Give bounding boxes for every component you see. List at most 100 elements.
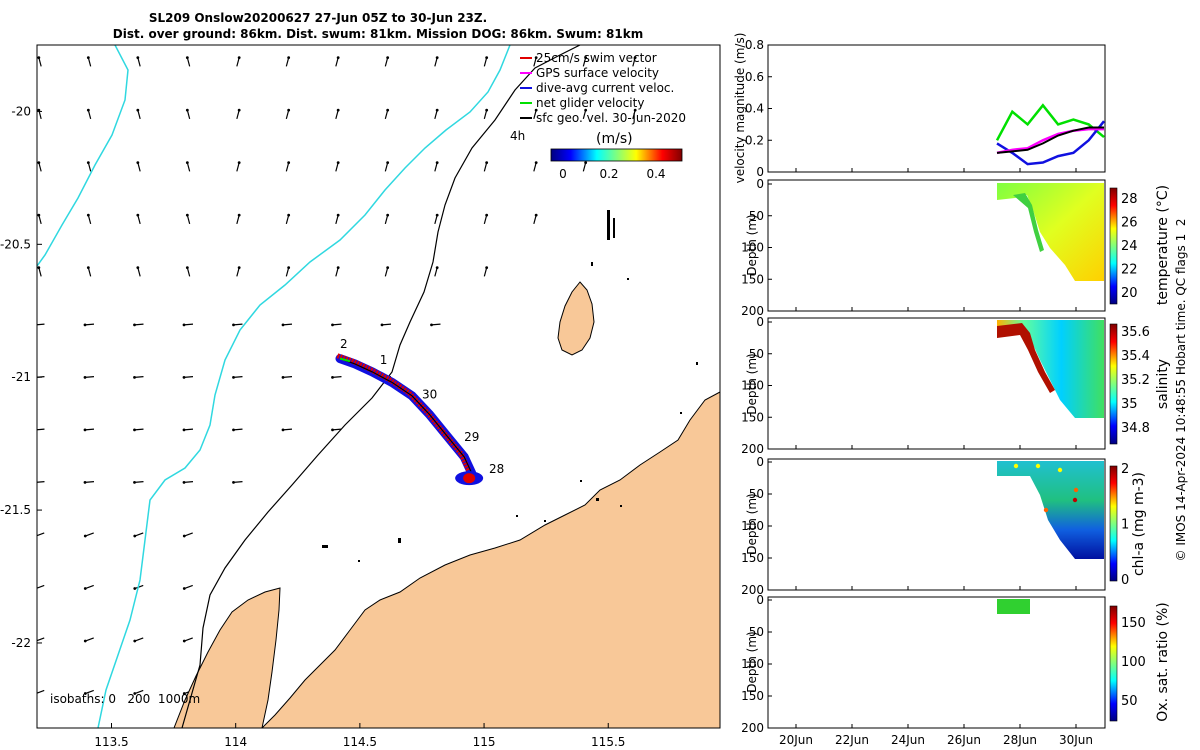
land-island [557, 281, 595, 356]
velocity-arrow [533, 162, 537, 172]
velocity-arrow-head [83, 587, 87, 590]
colorbar-tick-label: 35 [1121, 397, 1138, 412]
islets [322, 210, 698, 562]
velocity-arrow-head [83, 323, 87, 327]
ytick-label: 50 [749, 487, 764, 501]
velocity-arrow [134, 637, 144, 642]
velocity-arrow [134, 428, 144, 431]
swim-vector-band [336, 353, 471, 471]
colorbar-tick-label: 24 [1121, 239, 1138, 254]
temperature-ylabel: Depth (m) [745, 214, 759, 275]
xtick-label: 22Jun [835, 733, 869, 747]
velocity-arrow [183, 428, 194, 431]
salinity-cblabel: salinity [1155, 359, 1171, 409]
velocity-arrow-head [185, 266, 189, 270]
velocity-series-line [996, 126, 1104, 154]
velocity-arrow-head [133, 534, 137, 538]
oxygen-axes [767, 596, 1106, 729]
velocity-arrow [137, 109, 141, 120]
velocity-arrow-head [86, 266, 90, 270]
colorbar-tick-label: 1 [1121, 518, 1129, 533]
legend-entry: 25cm/s swim vector [536, 51, 657, 65]
velocity-arrow [87, 162, 92, 172]
chla-cblabel: chl-a (mg m-3) [1131, 472, 1147, 576]
temperature-section [997, 183, 1104, 281]
colorbar-tick-label: 20 [1121, 286, 1138, 301]
velocity-arrow [87, 214, 92, 225]
velocity-arrow-head [380, 323, 384, 327]
velocity-arrow-head [633, 56, 637, 60]
velocity-arrow [483, 267, 488, 277]
velocity-arrow-head [133, 375, 136, 379]
velocity-arrow-head [133, 692, 137, 695]
velocity-ylabel: velocity magnitude (m/s) [733, 33, 747, 184]
net-velocity-mark [339, 357, 351, 363]
velocity-arrow [236, 214, 240, 225]
velocity-arrow-head [34, 481, 37, 484]
chla-ylabel: Depth (m) [745, 493, 759, 554]
velocity-arrow [233, 428, 243, 431]
colorbar-tick-label: 35.6 [1121, 325, 1150, 340]
chla-hotspot [1013, 463, 1019, 469]
legend-entry: dive-avg current veloc. [536, 81, 674, 95]
velocity-arrow-head [86, 213, 90, 217]
velocity-arrow [384, 267, 389, 277]
temperature-cblabel: temperature (°C) [1155, 185, 1171, 305]
velocity-arrow-head [136, 56, 140, 60]
velocity-arrow [582, 162, 587, 172]
ytick-label: 0 [756, 315, 764, 329]
velocity-arrow [184, 637, 193, 642]
velocity-arrow [233, 481, 243, 483]
glider-track [335, 353, 484, 486]
start-cluster-core [463, 473, 476, 484]
chla-section [997, 461, 1104, 559]
velocity-arrow [236, 57, 240, 67]
colorbar-tick-label: 22 [1121, 263, 1138, 278]
velocity-arrow-head [336, 108, 340, 112]
velocity-arrow [582, 109, 587, 120]
title-line-1: SL209 Onslow20200627 27-Jun 05Z to 30-Ju… [149, 11, 487, 25]
velocity-arrow-head [182, 692, 186, 695]
ytick-label: 0 [756, 455, 764, 469]
velocity-arrow [38, 162, 42, 172]
velocity-arrow [85, 584, 94, 590]
colorbar-tick-label: 50 [1121, 694, 1138, 709]
track-day-label: 30 [422, 387, 437, 401]
map-xtick-label: 115.5 [591, 735, 625, 749]
velocity-arrow-head [386, 213, 390, 217]
velocity-arrow-head [386, 108, 390, 112]
velocity-arrow [434, 57, 438, 67]
velocity-arrow [137, 57, 141, 67]
velocity-arrow-head [136, 161, 140, 165]
temperature-colorbar [1109, 187, 1118, 305]
velocity-series-line [996, 120, 1105, 166]
velocity-arrow-head [136, 108, 140, 112]
velocity-arrow [38, 214, 42, 225]
velocity-arrow [533, 214, 537, 225]
colorbar-tick: 0.4 [646, 167, 665, 181]
velocity-arrow-head [386, 161, 390, 165]
xtick-label: 20Jun [779, 733, 813, 747]
velocity-arrow-head [83, 480, 87, 484]
isobaths-label: isobaths: 0 200 1000m [50, 692, 200, 706]
velocity-panel: 0 0.2 0.4 0.6 0.8 velocity magnitude (m/s) [733, 33, 1106, 184]
velocity-arrow-head [133, 323, 136, 327]
velocity-arrow [285, 162, 290, 172]
colorbar-tick-label: 35.2 [1121, 373, 1150, 388]
map-ytick-label: -21.5 [0, 503, 31, 517]
velocity-arrow [434, 214, 438, 225]
ytick-label: 50 [749, 209, 764, 223]
ytick-label: 0 [756, 593, 764, 607]
ytick-label: 100 [741, 657, 764, 671]
velocity-arrow [236, 109, 240, 120]
velocity-arrow-head [331, 428, 334, 432]
velocity-arrow-head [584, 56, 588, 60]
velocity-arrow-head [34, 428, 37, 431]
velocity-arrow-head [86, 161, 90, 165]
velocity-arrow-head [336, 161, 340, 165]
time-series-panels: 0 0.2 0.4 0.6 0.8 velocity magnitude (m/s) 0… [733, 33, 1171, 747]
oxygen-cblabel: Ox. sat. ratio (%) [1155, 602, 1171, 721]
velocity-series-line [996, 127, 1104, 155]
velocity-arrow-head [182, 534, 186, 538]
